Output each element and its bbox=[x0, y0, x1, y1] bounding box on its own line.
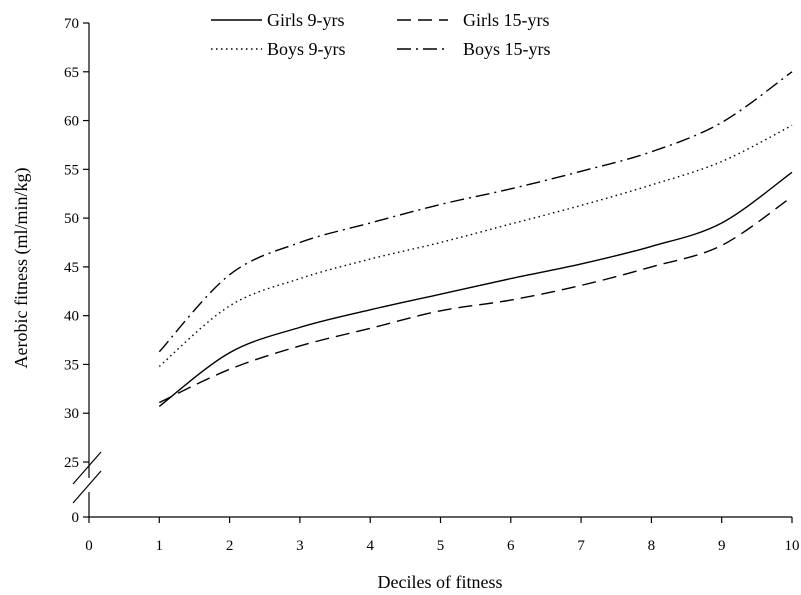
x-axis-label: Deciles of fitness bbox=[378, 572, 503, 592]
series-line-3 bbox=[158, 124, 793, 367]
legend-label-4: Boys 15-yrs bbox=[463, 39, 551, 59]
x-tick-label: 9 bbox=[718, 538, 726, 554]
x-tick-label: 4 bbox=[366, 538, 374, 554]
y-tick-label: 55 bbox=[64, 162, 79, 178]
x-tick-label: 2 bbox=[226, 538, 234, 554]
x-tick-label: 5 bbox=[437, 538, 445, 554]
legend-label-1: Girls 9-yrs bbox=[267, 10, 345, 30]
series-layer bbox=[158, 71, 793, 407]
x-tick-label: 8 bbox=[648, 538, 656, 554]
x-tick-label: 7 bbox=[577, 538, 585, 554]
x-tick-label: 10 bbox=[785, 538, 800, 554]
y-tick-label: 65 bbox=[64, 65, 79, 81]
y-tick-label: 30 bbox=[64, 406, 79, 422]
y-tick-label: 45 bbox=[64, 260, 79, 276]
legend-label-3: Boys 9-yrs bbox=[267, 39, 346, 59]
x-tick-label: 0 bbox=[85, 538, 93, 554]
y-tick-label: 60 bbox=[64, 114, 79, 130]
y-axis-label: Aerobic fitness (ml/min/kg) bbox=[11, 168, 32, 369]
series-line-1 bbox=[158, 171, 793, 407]
series-line-4 bbox=[158, 71, 793, 353]
y-tick-label: 25 bbox=[64, 455, 79, 471]
y-tick-label: 40 bbox=[64, 309, 79, 325]
y-tick-label: 50 bbox=[64, 211, 79, 227]
y-tick-label: 0 bbox=[72, 510, 80, 526]
y-axis-break-mark bbox=[72, 470, 102, 504]
legend: Girls 9-yrs Girls 15-yrs Boys 9-yrs Boys 15… bbox=[211, 10, 551, 59]
x-tick-label: 6 bbox=[507, 538, 515, 554]
series-line-2 bbox=[159, 196, 793, 404]
legend-label-2: Girls 15-yrs bbox=[463, 10, 550, 30]
y-axis-break-mark bbox=[72, 451, 102, 485]
y-tick-label: 70 bbox=[64, 16, 79, 32]
x-tick-label: 3 bbox=[296, 538, 304, 554]
x-tick-label: 1 bbox=[156, 538, 164, 554]
y-tick-label: 35 bbox=[64, 357, 79, 373]
